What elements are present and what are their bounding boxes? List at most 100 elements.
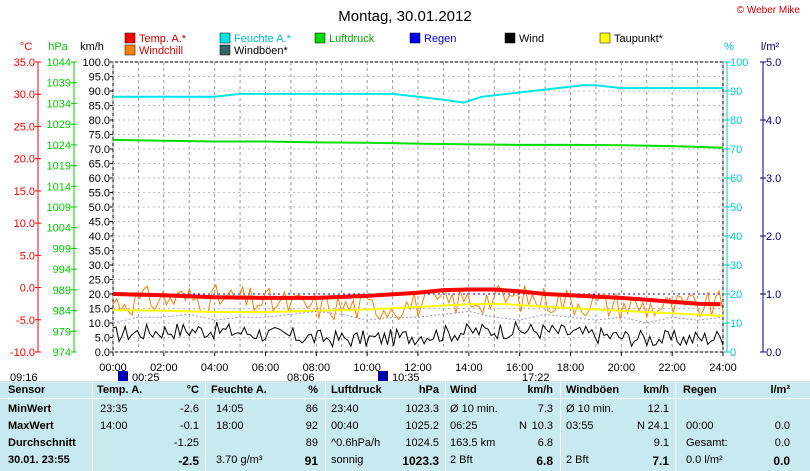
pressure-axis-tick-label: 1039 [47, 78, 71, 90]
legend-label: Windchill [139, 45, 183, 57]
wind-axis-tick-label: 40.0 [89, 231, 110, 243]
temp-time: 23:35 [100, 403, 128, 415]
sun-marker-label: 00:25 [132, 372, 160, 381]
legend-label: Wind [519, 33, 544, 45]
legend-swatch [409, 32, 421, 44]
pressure-axis-tick-label: 984 [53, 306, 71, 318]
table-column-divider [205, 381, 206, 471]
wind-axis-tick-label: 10.0 [89, 318, 110, 330]
x-tick-label: 16:00 [506, 362, 534, 374]
header-wind-unit: km/h [527, 384, 553, 396]
pressure-axis-tick-label: 1034 [47, 98, 71, 110]
humidity-axis-tick-label: 80 [730, 115, 742, 127]
temp-value: -2.5 [178, 454, 199, 468]
header-humidity-unit: % [308, 384, 318, 396]
temp-value: -0.1 [180, 420, 199, 432]
temp-time: 14:00 [100, 420, 128, 432]
temp-axis-tick-label: 35.0 [14, 57, 35, 69]
moon-icon [118, 371, 128, 381]
wind-axis-tick-label: 5.0 [95, 333, 110, 345]
gust-desc: 2 Bft [566, 454, 589, 466]
pressure-axis-tick-label: 1004 [47, 223, 71, 235]
legend-swatch [504, 32, 516, 44]
rain-axis-tick-label: 3.0 [766, 173, 781, 185]
wind-unit-label: km/h [80, 41, 104, 53]
header-rain-unit: l/m² [770, 384, 790, 396]
pressure-axis-tick-label: 994 [53, 264, 71, 276]
table-column-divider [325, 381, 326, 471]
wind-axis-tick-label: 20.0 [89, 289, 110, 301]
legend-label: Regen [424, 33, 456, 45]
humidity-axis-tick-label: 20 [730, 289, 742, 301]
chart-legend: Temp. A.* Feuchte A.* Luftdruck Regen Wind Ta… [124, 32, 664, 57]
humidity-time: 14:05 [216, 403, 244, 415]
copyright-text: © Weber Mike [737, 5, 801, 16]
gust-desc: Ø 10 min. [566, 403, 614, 415]
legend-swatch [124, 44, 136, 56]
temp-axis-tick-label: 25.0 [14, 121, 35, 133]
row-label: 30.01. 23:55 [8, 454, 70, 466]
wind-direction: N [519, 420, 527, 432]
wind-value: 6.8 [536, 454, 553, 468]
header-wind: Wind [450, 384, 477, 396]
wind-axis-tick-label: 45.0 [89, 217, 110, 229]
statistics-table: Sensor Temp. A. °C Feuchte A.% Luftdruck hPa W… [0, 381, 810, 471]
pressure-axis-tick-label: 1009 [47, 202, 71, 214]
x-tick-label: 18:00 [557, 362, 585, 374]
table-column-divider [445, 381, 446, 471]
row-label: Durchschnitt [8, 437, 76, 449]
header-gust-unit: km/h [643, 384, 669, 396]
plot-area [112, 61, 724, 353]
legend-swatch [219, 32, 231, 44]
legend-label: Taupunkt* [614, 33, 664, 45]
rain-desc: 00:00 [686, 420, 714, 432]
pressure-value: 1024.5 [405, 437, 439, 449]
wind-series-line [112, 320, 724, 349]
temp-value: -2.6 [180, 403, 199, 415]
chart-title: Montag, 30.01.2012 [338, 8, 471, 25]
moon-icon [378, 371, 388, 381]
pressure-axis-tick-label: 1044 [47, 57, 71, 69]
header-temp-unit: °C [186, 384, 199, 396]
legend-label: Feuchte A.* [234, 33, 292, 45]
header-sensor: Sensor [8, 384, 46, 396]
gust-series-line [112, 310, 724, 324]
pressure-time: 00:40 [331, 420, 359, 432]
header-humidity: Feuchte A. [211, 384, 267, 396]
temp-axis-tick-label: 15.0 [14, 186, 35, 198]
humidity-value: 92 [305, 420, 318, 432]
x-tick-label: 08:00 [303, 362, 331, 374]
pressure-series-line [112, 138, 724, 149]
rain-axis-tick-label: 0.0 [766, 347, 781, 359]
wind-axis-tick-label: 15.0 [89, 304, 110, 316]
humidity-axis-tick-label: 10 [730, 318, 742, 330]
pressure-value: 1023.3 [405, 403, 439, 415]
pressure-axis-tick-label: 1014 [47, 181, 71, 193]
x-tick-label: 20:00 [608, 362, 636, 374]
wind-axis-tick-label: 55.0 [89, 188, 110, 200]
x-tick-label: 10:00 [353, 362, 381, 374]
table-column-divider [560, 381, 561, 471]
temp-axis-tick-label: 0.0 [20, 283, 35, 295]
gust-value: 9.1 [653, 437, 669, 449]
wind-axis-tick-label: 30.0 [89, 260, 110, 272]
temp-unit-label: °C [20, 41, 32, 53]
humidity-series-line [113, 84, 723, 104]
table-column-divider [92, 381, 93, 471]
x-tick-label: 24:00 [709, 362, 737, 374]
gust-value: 12.1 [647, 403, 669, 415]
row-label: MaxWert [8, 420, 54, 432]
weather-chart: Montag, 30.01.2012 © Weber Mike Temp. A.… [10, 5, 801, 381]
header-rain: Regen [683, 384, 717, 396]
wind-axis-tick-label: 75.0 [89, 130, 110, 142]
pressure-unit-label: hPa [48, 41, 68, 53]
humidity-axis-tick-label: 40 [730, 231, 742, 243]
humidity-axis-tick-label: 70 [730, 144, 742, 156]
pressure-value: 1023.3 [402, 454, 439, 468]
wind-axis-tick-label: 50.0 [89, 202, 110, 214]
pressure-axis-tick-label: 999 [53, 243, 71, 255]
pressure-time: sonnig [331, 454, 364, 466]
wind-desc: 2 Bft [450, 454, 473, 466]
wind-desc: Ø 10 min. [450, 403, 498, 415]
windchill-series-line [112, 283, 724, 321]
